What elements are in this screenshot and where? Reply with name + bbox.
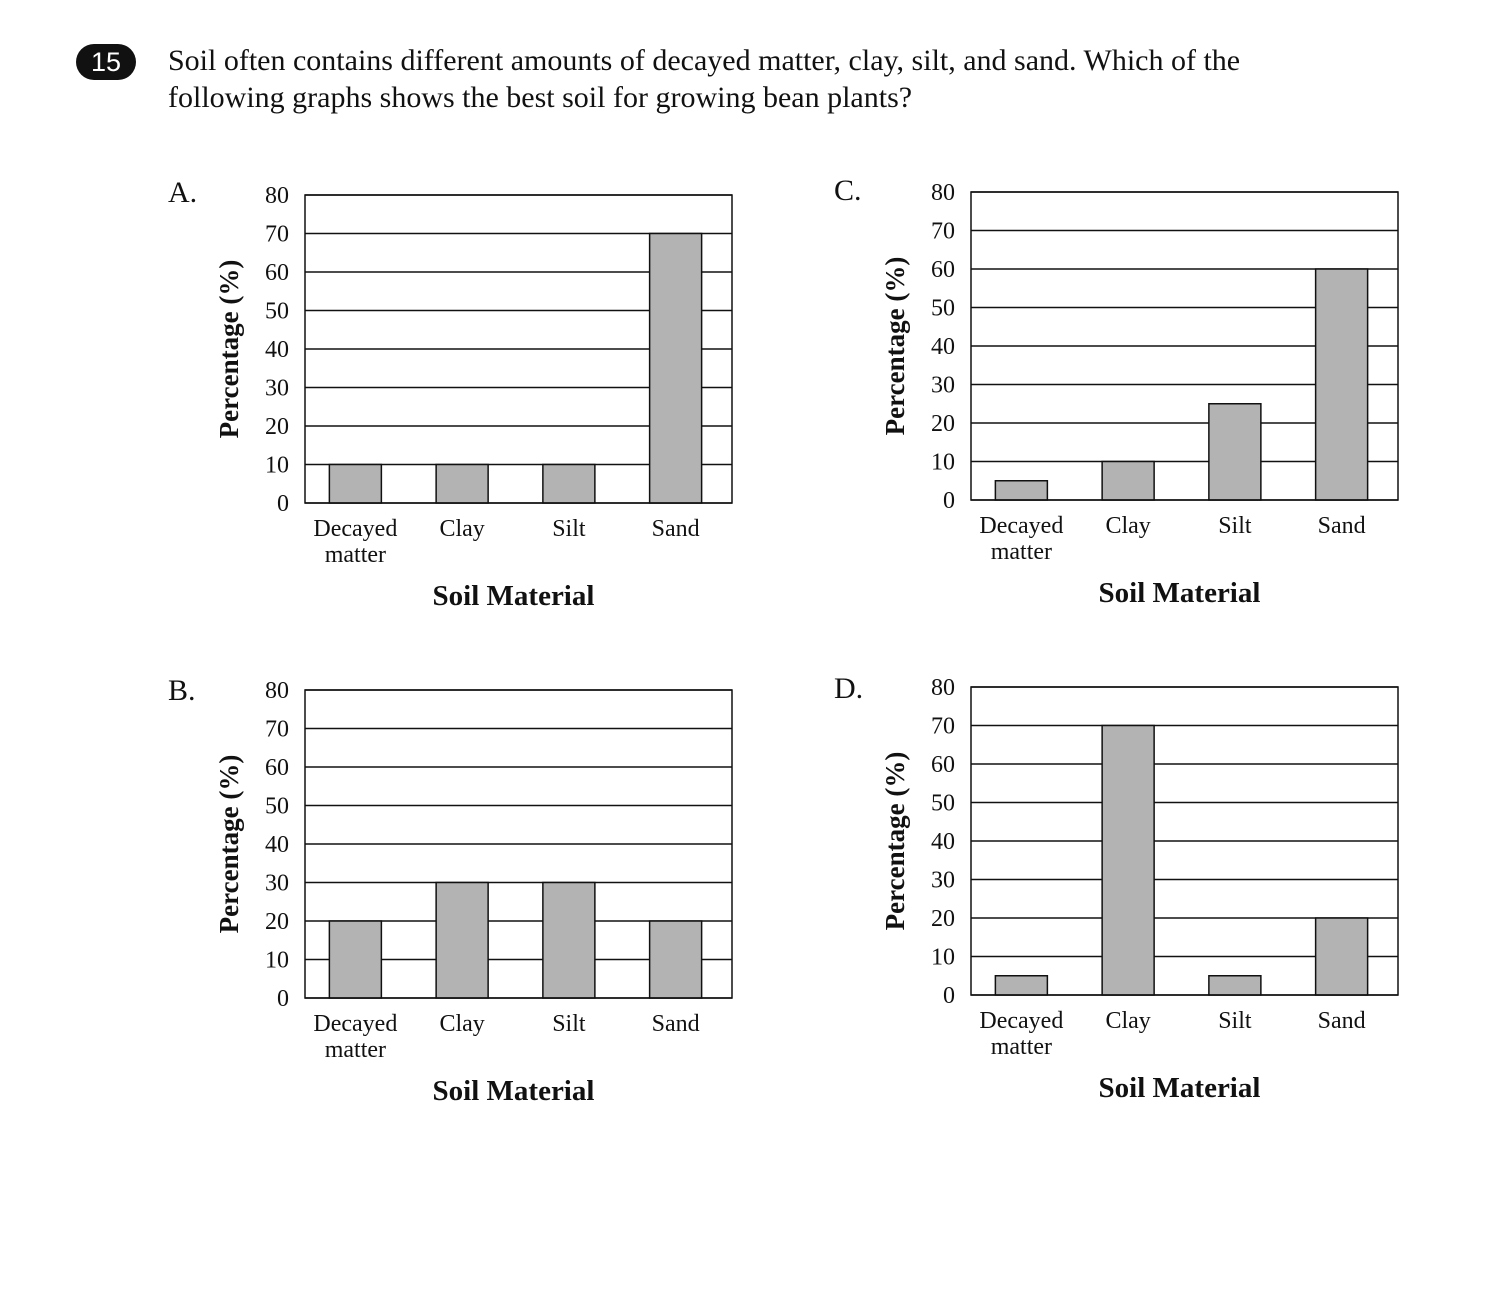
y-tick-label: 80: [265, 678, 289, 704]
y-tick-label: 20: [265, 909, 289, 935]
y-tick-label: 30: [931, 373, 955, 399]
x-category-label: Silt: [1218, 513, 1252, 539]
x-category-label: Clay: [1105, 513, 1150, 539]
bar-sand: [648, 920, 703, 999]
y-tick-label: 70: [265, 222, 289, 248]
question-text: Soil often contains different amounts of…: [168, 42, 1348, 116]
y-tick-label: 50: [265, 794, 289, 820]
y-tick-label: 20: [931, 411, 955, 437]
y-tick-label: 10: [931, 450, 955, 476]
y-tick-label: 60: [265, 260, 289, 286]
x-axis-title: Soil Material: [433, 1075, 595, 1107]
y-tick-label: 0: [277, 986, 289, 1012]
bar-silt: [542, 881, 596, 999]
y-tick-label: 30: [931, 868, 955, 894]
bar-decayed-matter: [328, 463, 383, 504]
y-tick-label: 0: [943, 983, 955, 1009]
x-axis-title: Soil Material: [1099, 577, 1261, 609]
y-tick-label: 60: [931, 752, 955, 778]
y-tick-label: 10: [931, 945, 955, 971]
y-tick-label: 50: [265, 299, 289, 325]
bar-clay: [435, 881, 489, 999]
plot-frame: [970, 191, 1399, 501]
question-text-line-1: Soil often contains different amounts of…: [168, 44, 1241, 77]
y-tick-label: 0: [277, 491, 289, 517]
x-category-label: Decayed: [979, 1008, 1063, 1034]
x-category-label: matter: [325, 1037, 386, 1063]
x-category-label: Sand: [652, 516, 700, 542]
bar-silt: [1208, 975, 1262, 996]
bar-silt: [1208, 403, 1262, 501]
x-category-label: matter: [325, 542, 386, 568]
y-tick-label: 60: [265, 755, 289, 781]
y-tick-label: 70: [931, 219, 955, 245]
y-tick-label: 40: [265, 832, 289, 858]
x-category-label: matter: [991, 1034, 1052, 1060]
y-tick-label: 0: [943, 488, 955, 514]
y-tick-label: 80: [931, 180, 955, 206]
plot-frame: [304, 194, 733, 504]
x-category-label: Sand: [652, 1011, 700, 1037]
x-category-label: Clay: [1105, 1008, 1150, 1034]
x-category-label: Sand: [1318, 1008, 1366, 1034]
option-label-a[interactable]: A.: [168, 176, 198, 209]
y-tick-label: 20: [931, 906, 955, 932]
x-category-label: Sand: [1318, 513, 1366, 539]
y-tick-label: 40: [931, 829, 955, 855]
x-category-label: Clay: [439, 516, 484, 542]
y-axis-title: Percentage (%): [214, 260, 244, 439]
x-category-label: Decayed: [313, 1011, 397, 1037]
bar-clay: [435, 463, 489, 504]
bar-silt: [542, 463, 596, 504]
y-axis-title: Percentage (%): [880, 752, 910, 931]
y-tick-label: 80: [931, 675, 955, 701]
y-tick-label: 30: [265, 871, 289, 897]
y-axis-title: Percentage (%): [214, 755, 244, 934]
plot-frame: [304, 689, 733, 999]
x-category-label: matter: [991, 539, 1052, 565]
x-category-label: Decayed: [313, 516, 397, 542]
question-text-line-2: following graphs shows the best soil for…: [168, 81, 913, 114]
y-tick-label: 60: [931, 257, 955, 283]
y-tick-label: 50: [931, 296, 955, 322]
option-label-b[interactable]: B.: [168, 674, 196, 707]
option-label-c[interactable]: C.: [834, 174, 862, 207]
bar-sand: [1314, 268, 1369, 501]
x-category-label: Silt: [552, 516, 586, 542]
x-category-label: Silt: [552, 1011, 586, 1037]
bar-decayed-matter: [994, 480, 1049, 501]
bar-clay: [1101, 724, 1155, 996]
x-category-label: Decayed: [979, 513, 1063, 539]
x-axis-title: Soil Material: [433, 580, 595, 612]
x-axis-title: Soil Material: [1099, 1072, 1261, 1104]
bar-decayed-matter: [328, 920, 383, 999]
plot-frame: [970, 686, 1399, 996]
x-category-label: Clay: [439, 1011, 484, 1037]
y-tick-label: 70: [265, 717, 289, 743]
y-tick-label: 10: [265, 453, 289, 479]
bar-decayed-matter: [994, 975, 1049, 996]
bar-clay: [1101, 460, 1155, 501]
question-number-badge: 15: [76, 44, 136, 80]
y-tick-label: 40: [931, 334, 955, 360]
bar-sand: [648, 232, 703, 504]
y-tick-label: 20: [265, 414, 289, 440]
bar-sand: [1314, 917, 1369, 996]
option-label-d[interactable]: D.: [834, 672, 864, 705]
y-tick-label: 50: [931, 791, 955, 817]
y-tick-label: 30: [265, 376, 289, 402]
y-axis-title: Percentage (%): [880, 257, 910, 436]
x-category-label: Silt: [1218, 1008, 1252, 1034]
y-tick-label: 70: [931, 714, 955, 740]
y-tick-label: 80: [265, 183, 289, 209]
y-tick-label: 40: [265, 337, 289, 363]
y-tick-label: 10: [265, 948, 289, 974]
